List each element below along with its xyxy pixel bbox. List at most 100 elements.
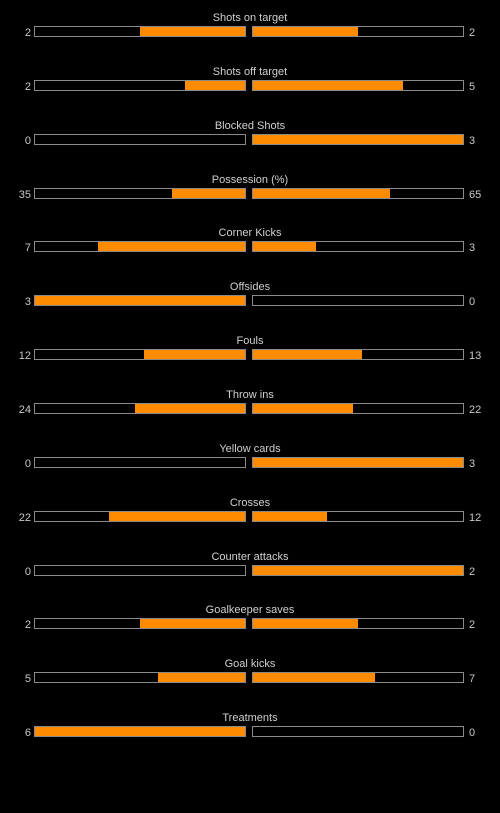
- stat-label: Offsides: [229, 281, 271, 293]
- home-bar: [34, 134, 246, 145]
- stat-label: Possession (%): [211, 174, 289, 186]
- home-bar: [34, 726, 246, 737]
- stat-row: Fouls 12 13: [0, 335, 500, 375]
- stat-label: Goal kicks: [224, 658, 276, 670]
- away-bar: [252, 188, 464, 199]
- home-value: 3: [24, 296, 31, 308]
- away-value: 5: [469, 81, 476, 93]
- stat-row: Throw ins 24 22: [0, 389, 500, 429]
- home-bar-fill: [171, 189, 245, 198]
- stat-label: Crosses: [229, 497, 271, 509]
- stat-label: Goalkeeper saves: [205, 604, 295, 616]
- away-value: 22: [469, 404, 482, 416]
- away-bar: [252, 403, 464, 414]
- home-bar: [34, 349, 246, 360]
- away-value: 0: [469, 727, 476, 739]
- away-bar: [252, 726, 464, 737]
- home-bar-fill: [140, 27, 245, 36]
- home-value: 0: [24, 135, 31, 147]
- stat-label: Yellow cards: [219, 443, 281, 455]
- away-bar-fill: [253, 242, 316, 251]
- stat-label: Corner Kicks: [218, 227, 282, 239]
- home-bar: [34, 403, 246, 414]
- away-value: 3: [469, 135, 476, 147]
- home-value: 2: [24, 81, 31, 93]
- home-bar: [34, 241, 246, 252]
- home-bar-fill: [35, 727, 245, 736]
- away-bar: [252, 565, 464, 576]
- away-value: 12: [469, 512, 482, 524]
- away-value: 2: [469, 566, 476, 578]
- home-bar: [34, 80, 246, 91]
- stat-label: Fouls: [236, 335, 264, 347]
- home-bar: [34, 457, 246, 468]
- home-bar-fill: [109, 512, 245, 521]
- home-bar: [34, 511, 246, 522]
- away-bar: [252, 26, 464, 37]
- home-bar: [34, 26, 246, 37]
- away-bar: [252, 618, 464, 629]
- home-value: 35: [18, 189, 31, 201]
- away-bar: [252, 80, 464, 91]
- away-value: 65: [469, 189, 482, 201]
- home-value: 22: [18, 512, 31, 524]
- home-bar-fill: [140, 619, 245, 628]
- stat-label: Throw ins: [226, 389, 274, 401]
- away-bar-fill: [253, 673, 376, 682]
- away-bar: [252, 457, 464, 468]
- home-value: 0: [24, 566, 31, 578]
- stat-row: Counter attacks 0 2: [0, 551, 500, 591]
- away-value: 3: [469, 242, 476, 254]
- away-value: 13: [469, 350, 482, 362]
- away-bar: [252, 295, 464, 306]
- home-bar-fill: [157, 673, 245, 682]
- stat-row: Corner Kicks 7 3: [0, 227, 500, 267]
- stat-row: Goalkeeper saves 2 2: [0, 604, 500, 644]
- home-bar-fill: [98, 242, 245, 251]
- stat-row: Possession (%) 35 65: [0, 174, 500, 214]
- away-bar-fill: [253, 512, 328, 521]
- home-value: 12: [18, 350, 31, 362]
- away-bar-fill: [253, 189, 390, 198]
- stat-row: Crosses 22 12: [0, 497, 500, 537]
- stat-label: Shots off target: [212, 66, 288, 78]
- stat-label: Blocked Shots: [214, 120, 286, 132]
- away-bar-fill: [253, 27, 358, 36]
- home-bar: [34, 188, 246, 199]
- stat-row: Shots off target 2 5: [0, 66, 500, 106]
- home-bar: [34, 618, 246, 629]
- away-value: 3: [469, 458, 476, 470]
- home-value: 2: [24, 27, 31, 39]
- stat-label: Treatments: [222, 712, 278, 724]
- away-bar-fill: [253, 566, 463, 575]
- away-bar-fill: [253, 619, 358, 628]
- stat-row: Yellow cards 0 3: [0, 443, 500, 483]
- home-value: 5: [24, 673, 31, 685]
- away-bar-fill: [253, 458, 463, 467]
- stat-label: Shots on target: [212, 12, 288, 24]
- stat-row: Treatments 6 0: [0, 712, 500, 752]
- home-bar: [34, 295, 246, 306]
- home-bar-fill: [35, 296, 245, 305]
- away-bar: [252, 672, 464, 683]
- away-bar-fill: [253, 404, 354, 413]
- away-bar: [252, 241, 464, 252]
- home-bar-fill: [185, 81, 245, 90]
- home-bar-fill: [135, 404, 245, 413]
- stat-row: Offsides 3 0: [0, 281, 500, 321]
- home-bar-fill: [144, 350, 245, 359]
- home-value: 24: [18, 404, 31, 416]
- stat-row: Shots on target 2 2: [0, 12, 500, 52]
- away-bar: [252, 349, 464, 360]
- stat-label: Counter attacks: [211, 551, 289, 563]
- away-value: 2: [469, 27, 476, 39]
- away-bar-fill: [253, 135, 463, 144]
- home-value: 7: [24, 242, 31, 254]
- stat-row: Goal kicks 5 7: [0, 658, 500, 698]
- home-value: 2: [24, 619, 31, 631]
- away-bar: [252, 511, 464, 522]
- away-value: 2: [469, 619, 476, 631]
- home-bar: [34, 565, 246, 576]
- home-value: 6: [24, 727, 31, 739]
